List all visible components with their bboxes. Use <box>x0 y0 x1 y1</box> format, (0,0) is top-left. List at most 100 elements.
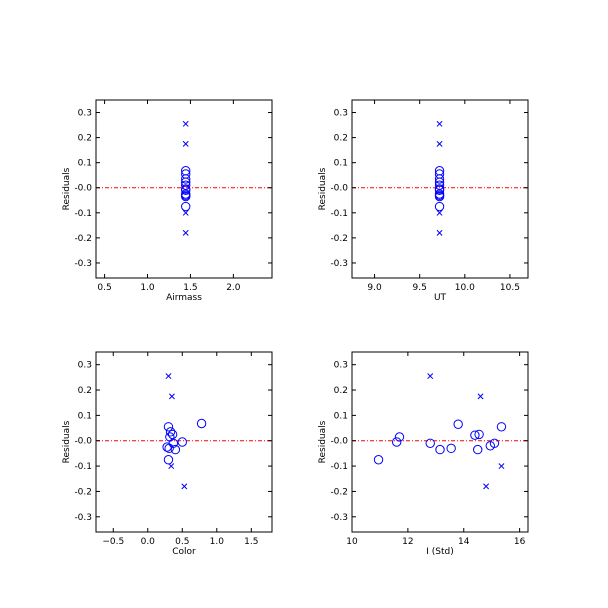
x-tick-label: 10 <box>346 537 358 547</box>
y-tick-label: 0.2 <box>78 386 92 396</box>
y-axis-label: Residuals <box>318 420 328 463</box>
data-point-circle <box>394 432 405 442</box>
data-point-circle <box>453 419 463 429</box>
data-point-circle <box>162 442 172 452</box>
data-point-cross <box>182 229 189 236</box>
data-point-cross <box>182 209 189 216</box>
x-tick-label: 1.5 <box>183 283 197 293</box>
data-point-circle <box>196 418 207 429</box>
y-tick-label: 0.3 <box>78 109 92 119</box>
cross-stroke <box>168 393 175 400</box>
x-tick-label: 16 <box>514 537 526 547</box>
y-tick-label: 0.2 <box>334 386 348 396</box>
panel-4: 10 12 14 16 0.3 0.2 0.1 -0.0 -0.1 -0.2 -0.3 I (Std)… <box>318 351 529 557</box>
panel-1: 0.5 1.0 1.5 2.0 0.3 0.2 0.1 -0.0 -0.1 -0.2 -0.3 Air… <box>62 99 273 303</box>
cross-stroke <box>436 140 443 147</box>
cross-stroke <box>436 120 443 127</box>
x-tick-label: 1.5 <box>244 537 258 547</box>
x-tick-label: 0.5 <box>97 283 111 293</box>
cross-stroke <box>182 120 189 127</box>
data-point-circle <box>470 430 480 440</box>
y-tick-label: 0.2 <box>334 134 348 144</box>
x-axis-label: UT <box>434 293 447 303</box>
cross-stroke <box>436 209 443 216</box>
y-tick-label: -0.3 <box>74 513 92 523</box>
cross-stroke <box>182 209 189 216</box>
y-axis-label: Residuals <box>62 420 72 463</box>
data-point-cross <box>477 393 484 400</box>
data-point-circle <box>181 174 191 184</box>
y-axis-label: Residuals <box>318 167 328 210</box>
x-tick-label: 12 <box>402 537 413 547</box>
data-point-circle <box>391 437 402 447</box>
data-point-cross <box>165 373 172 380</box>
data-point-circle <box>425 438 435 448</box>
y-tick-label: 0.3 <box>78 361 92 371</box>
cross-stroke <box>436 229 443 236</box>
data-point-cross <box>182 140 189 147</box>
data-point-circle <box>446 443 456 454</box>
data-point-circle <box>181 185 191 195</box>
data-point-cross <box>182 120 189 127</box>
cross-stroke <box>181 483 188 490</box>
panel-2: 9.0 9.5 10.0 10.5 0.3 0.2 0.1 -0.0 -0.1 -0.2 -0.3 U… <box>318 99 529 303</box>
data-point-circle <box>489 438 500 448</box>
data-point-cross <box>436 120 443 127</box>
plot-frame <box>95 351 273 533</box>
y-tick-label: -0.0 <box>74 184 92 194</box>
panels: 0.5 1.0 1.5 2.0 0.3 0.2 0.1 -0.0 -0.1 -0.2 -0.3 Air… <box>62 99 529 557</box>
data-point-circle <box>434 185 445 195</box>
data-point-cross <box>181 483 188 490</box>
y-tick-label: -0.1 <box>74 462 92 472</box>
y-tick-label: -0.1 <box>330 462 348 472</box>
y-tick-label: -0.2 <box>74 234 92 244</box>
x-tick-label: 9.0 <box>367 283 382 293</box>
data-point-circle <box>496 422 507 432</box>
x-axis-label: Color <box>172 547 196 557</box>
plot-frame <box>351 99 529 279</box>
y-tick-label: -0.2 <box>330 487 348 497</box>
y-tick-label: -0.2 <box>330 234 348 244</box>
x-tick-label: 10.0 <box>455 283 475 293</box>
y-tick-label: -0.0 <box>330 437 348 447</box>
y-tick-label: 0.1 <box>334 411 348 421</box>
x-tick-label: 14 <box>458 537 470 547</box>
data-point-circle <box>167 429 178 440</box>
data-point-cross <box>498 463 505 470</box>
plot-frame <box>351 351 529 533</box>
y-tick-label: 0.2 <box>78 134 92 144</box>
y-tick-label: -0.1 <box>74 209 92 219</box>
y-tick-label: 0.1 <box>78 159 92 169</box>
data-point-cross <box>483 483 490 490</box>
data-point-cross <box>436 140 443 147</box>
x-tick-label: −0.5 <box>102 537 124 547</box>
data-point-circle <box>434 174 445 184</box>
y-tick-label: -0.0 <box>330 184 348 194</box>
data-point-circle <box>177 437 187 447</box>
cross-stroke <box>165 373 172 380</box>
y-tick-label: 0.3 <box>334 109 348 119</box>
data-point-circle <box>170 444 181 455</box>
y-tick-label: -0.0 <box>74 437 92 447</box>
x-tick-label: 1.0 <box>140 283 155 293</box>
cross-stroke <box>182 229 189 236</box>
y-tick-label: -0.2 <box>74 487 92 497</box>
cross-stroke <box>498 463 505 470</box>
y-axis-label: Residuals <box>62 167 72 210</box>
x-axis-label: I (Std) <box>426 547 454 557</box>
x-tick-label: 0.5 <box>175 537 189 547</box>
data-point-circle <box>181 191 191 202</box>
data-point-cross <box>168 463 175 470</box>
y-tick-label: 0.3 <box>334 361 348 371</box>
x-tick-label: 9.5 <box>413 283 427 293</box>
y-tick-label: -0.3 <box>74 259 92 269</box>
x-axis-label: Airmass <box>166 293 202 303</box>
cross-stroke <box>483 483 490 490</box>
cross-stroke <box>477 393 484 400</box>
data-point-cross <box>436 229 443 236</box>
plot-frame <box>95 99 273 279</box>
data-point-cross <box>436 209 443 216</box>
data-point-circle <box>164 443 174 454</box>
